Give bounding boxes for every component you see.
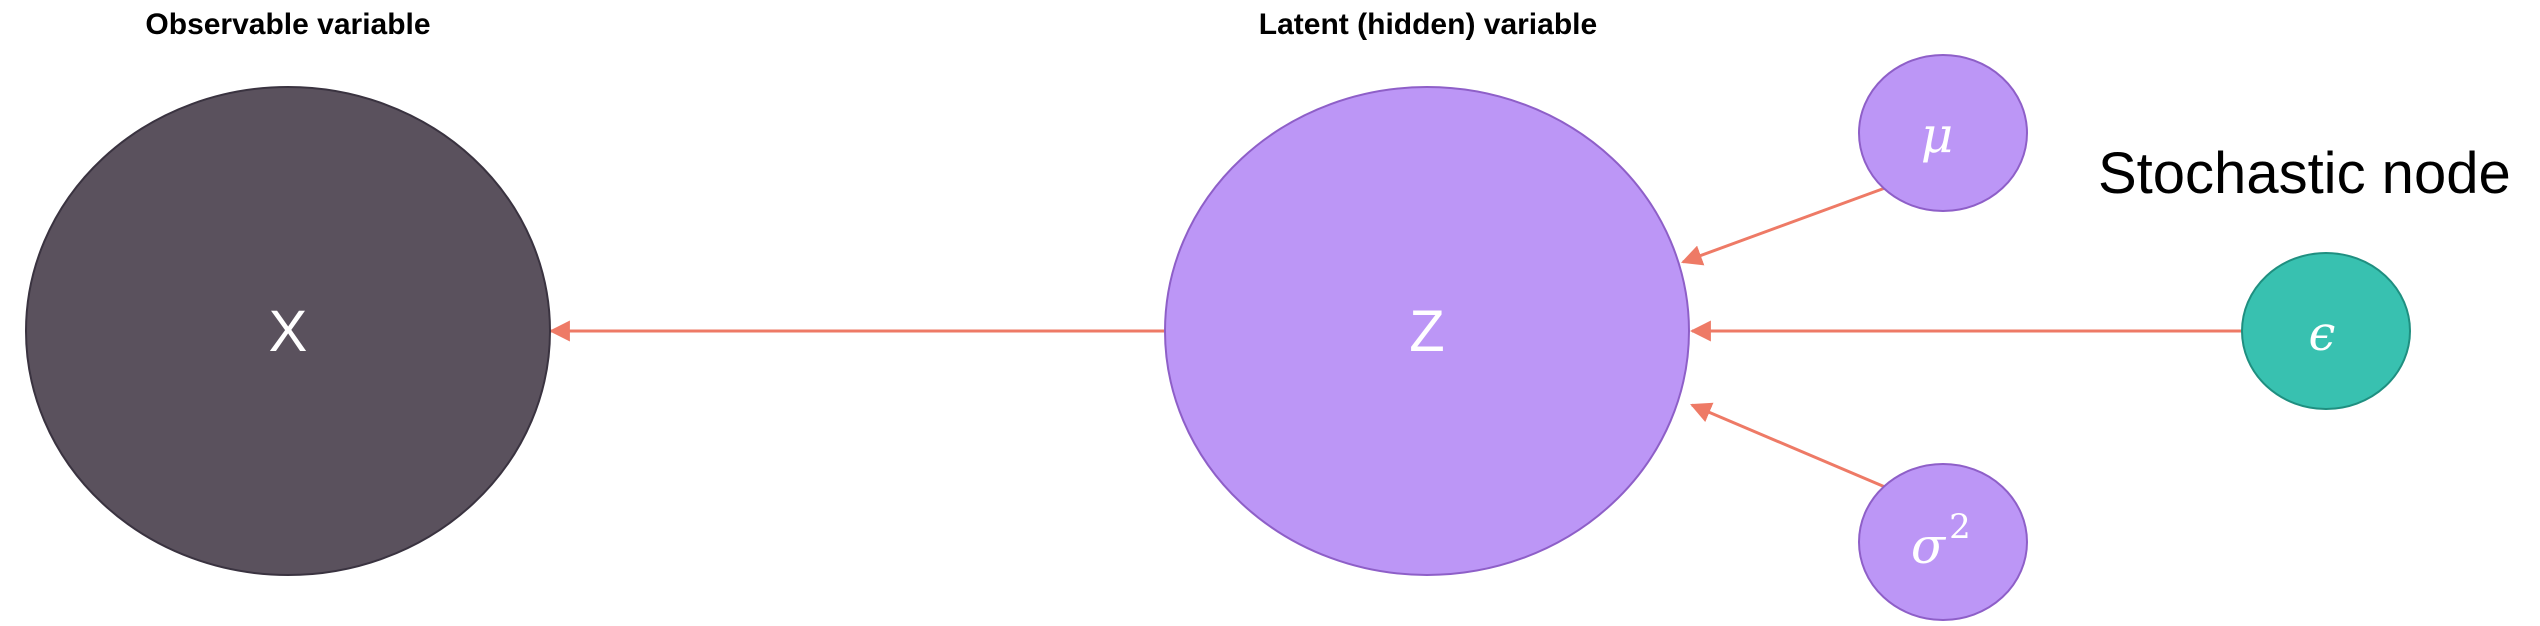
- observable-variable-heading: Observable variable: [145, 8, 430, 41]
- node-epsilon-label: ϵ: [2309, 306, 2336, 362]
- node-z-circle: [1164, 86, 1690, 576]
- node-sigma-label: σ: [1911, 517, 1947, 575]
- node-mu-label: μ: [1921, 106, 1954, 164]
- node-epsilon-circle: [2241, 252, 2411, 410]
- node-sigma-circle: [1858, 463, 2028, 621]
- node-mu-circle: [1858, 54, 2028, 212]
- stochastic-node-caption: Stochastic node: [2098, 141, 2511, 206]
- node-mu: μ: [1858, 54, 2028, 212]
- node-z: Z: [1164, 86, 1690, 576]
- edge-sigma-to-z: [1690, 402, 1886, 489]
- node-epsilon: ϵ: [2241, 252, 2411, 410]
- edge-mu-to-z: [1681, 186, 1886, 266]
- node-sigma-squared: σ 2: [1858, 463, 2028, 621]
- node-x-circle: [25, 86, 551, 576]
- node-z-label: Z: [1409, 299, 1444, 364]
- node-x: X: [25, 86, 551, 576]
- latent-variable-heading: Latent (hidden) variable: [1259, 8, 1597, 41]
- node-x-label: X: [269, 299, 308, 364]
- node-sigma-exponent: 2: [1949, 507, 1971, 547]
